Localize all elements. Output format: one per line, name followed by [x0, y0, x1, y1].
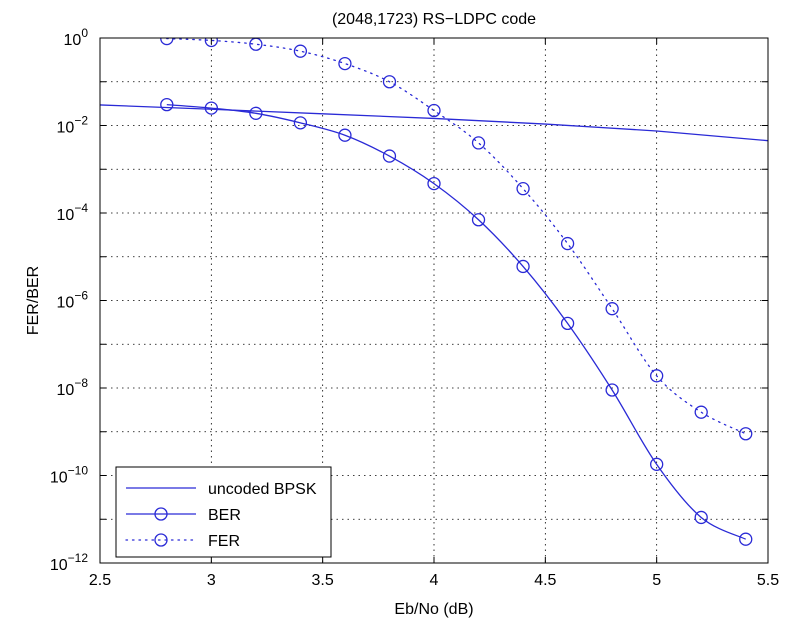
data-point-fer	[605, 302, 619, 316]
legend-item-ber: BER	[126, 507, 241, 524]
data-point-ber	[650, 457, 664, 471]
data-point-fer	[160, 38, 174, 46]
data-point-ber	[560, 316, 575, 331]
data-point-ber	[471, 213, 486, 227]
legend-item-uncoded-bpsk: uncoded BPSK	[126, 481, 317, 498]
series-uncoded-bpsk	[100, 104, 768, 142]
ticks: 2.5 3 3.5 4 4.5 5 5.5 100 10−2 10−4 10−6 10−8 10−10 1…	[50, 26, 779, 589]
data-point-ber	[249, 106, 263, 120]
data-point-ber	[427, 176, 441, 191]
data-point-fer	[471, 136, 486, 150]
data-point-ber	[160, 97, 174, 112]
data-point-ber	[382, 149, 397, 163]
x-axis-label: Eb/No (dB)	[394, 601, 473, 618]
data-point-fer	[382, 75, 397, 89]
y-tick-label: 10−12	[50, 551, 88, 574]
y-tick-label: 10−6	[57, 289, 89, 312]
data-point-ber	[694, 510, 708, 525]
series-line-uncoded-bpsk	[100, 104, 768, 142]
legend-box	[115, 466, 332, 558]
data-point-fer	[516, 182, 530, 196]
series-ber	[160, 97, 753, 546]
series-line-ber	[166, 103, 747, 540]
data-point-ber	[204, 101, 218, 115]
data-point-fer	[739, 427, 753, 441]
data-point-ber	[739, 532, 753, 546]
y-tick-label: 10−4	[57, 201, 89, 224]
y-tick-label: 10−8	[57, 376, 89, 399]
data-point-fer	[694, 405, 708, 419]
y-tick-label: 10−2	[57, 114, 89, 137]
legend-label: BER	[208, 507, 241, 524]
x-tick-label: 5.5	[757, 572, 779, 589]
data-point-fer	[427, 103, 441, 118]
data-point-fer	[560, 236, 575, 251]
data-point-ber	[293, 116, 308, 130]
y-tick-label: 10−10	[50, 464, 88, 487]
legend-swatch-marker	[154, 533, 168, 547]
legend-label: FER	[208, 533, 240, 550]
series-line-fer	[166, 38, 747, 435]
y-axis-label: FER/BER	[25, 266, 42, 335]
x-tick-label: 3.5	[312, 572, 334, 589]
legend: uncoded BPSK BER FER	[115, 466, 332, 558]
legend-label: uncoded BPSK	[208, 481, 317, 498]
data-point-fer	[204, 38, 218, 48]
x-tick-label: 3	[207, 572, 216, 589]
legend-swatch-marker	[154, 507, 168, 521]
series	[100, 38, 768, 546]
x-tick-label: 4.5	[534, 572, 556, 589]
data-point-ber	[605, 383, 619, 397]
data-point-fer	[650, 369, 664, 383]
chart-title: (2048,1723) RS−LDPC code	[332, 11, 536, 28]
y-tick-label: 100	[64, 26, 89, 49]
data-point-fer	[293, 44, 308, 58]
data-point-fer	[338, 56, 352, 71]
data-point-ber	[338, 128, 352, 142]
data-point-ber	[516, 259, 530, 274]
legend-item-fer: FER	[125, 533, 240, 550]
x-tick-label: 5	[652, 572, 661, 589]
x-tick-label: 2.5	[89, 572, 111, 589]
x-tick-label: 4	[430, 572, 439, 589]
series-fer	[160, 38, 753, 441]
